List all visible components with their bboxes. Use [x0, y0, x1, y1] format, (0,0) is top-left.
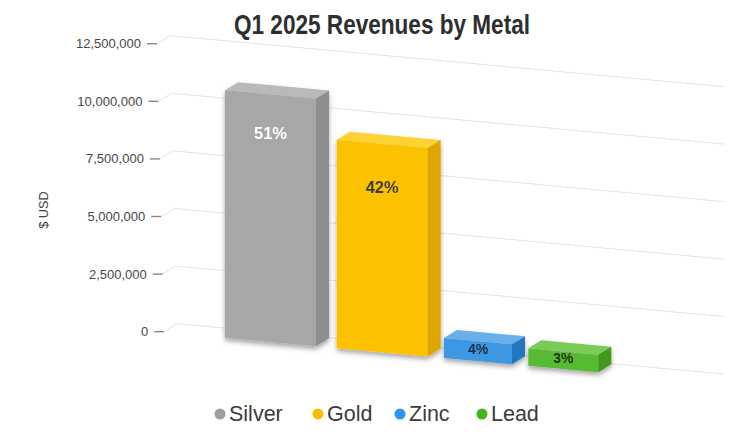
legend: Silver Gold Zinc Lead: [215, 402, 539, 426]
y-tick-label: 10,000,000: [77, 94, 142, 109]
bar-percentage-label: 3%: [553, 350, 574, 366]
y-tick-label: 0: [141, 324, 148, 339]
y-tick-label: 5,000,000: [87, 209, 145, 224]
legend-item-silver[interactable]: Silver: [215, 402, 283, 426]
bar-silver[interactable]: 51%: [225, 82, 329, 346]
legend-dot: [477, 409, 488, 420]
legend-dot: [395, 409, 406, 420]
bar-zinc[interactable]: 4%: [444, 330, 525, 364]
legend-item-lead[interactable]: Lead: [477, 402, 539, 426]
bar-side-face: [428, 140, 441, 357]
bar-lead[interactable]: 3%: [528, 340, 611, 372]
bar-percentage-label: 4%: [468, 341, 489, 357]
bar-gold[interactable]: 42%: [337, 132, 441, 357]
bar-percentage-label: 42%: [366, 178, 399, 196]
chart-canvas: 0 2,500,000 5,000,000 7,500,000 10,000,000 12…: [0, 0, 749, 438]
y-axis-label: $ USD: [36, 191, 51, 229]
legend-dot: [313, 409, 324, 420]
y-tick-label: 2,500,000: [89, 267, 147, 282]
gridline: [157, 36, 724, 87]
bar-percentage-label: 51%: [254, 124, 287, 142]
bars-layer: 51% 42% 4% 3%: [225, 82, 611, 372]
legend-item-gold[interactable]: Gold: [313, 402, 373, 426]
legend-item-zinc[interactable]: Zinc: [395, 402, 450, 426]
legend-label: Lead: [491, 402, 539, 426]
bar-side-face: [316, 91, 329, 347]
y-tick-label: 12,500,000: [76, 36, 141, 51]
chart-title: Q1 2025 Revenues by Metal: [234, 9, 530, 40]
legend-label: Silver: [229, 402, 283, 426]
legend-dot: [215, 409, 226, 420]
revenues-by-metal-chart: 0 2,500,000 5,000,000 7,500,000 10,000,000 12…: [0, 0, 749, 438]
legend-label: Gold: [327, 402, 372, 426]
y-tick-label: 7,500,000: [86, 151, 144, 166]
legend-label: Zinc: [409, 402, 450, 426]
bar-front-face: [337, 140, 428, 357]
